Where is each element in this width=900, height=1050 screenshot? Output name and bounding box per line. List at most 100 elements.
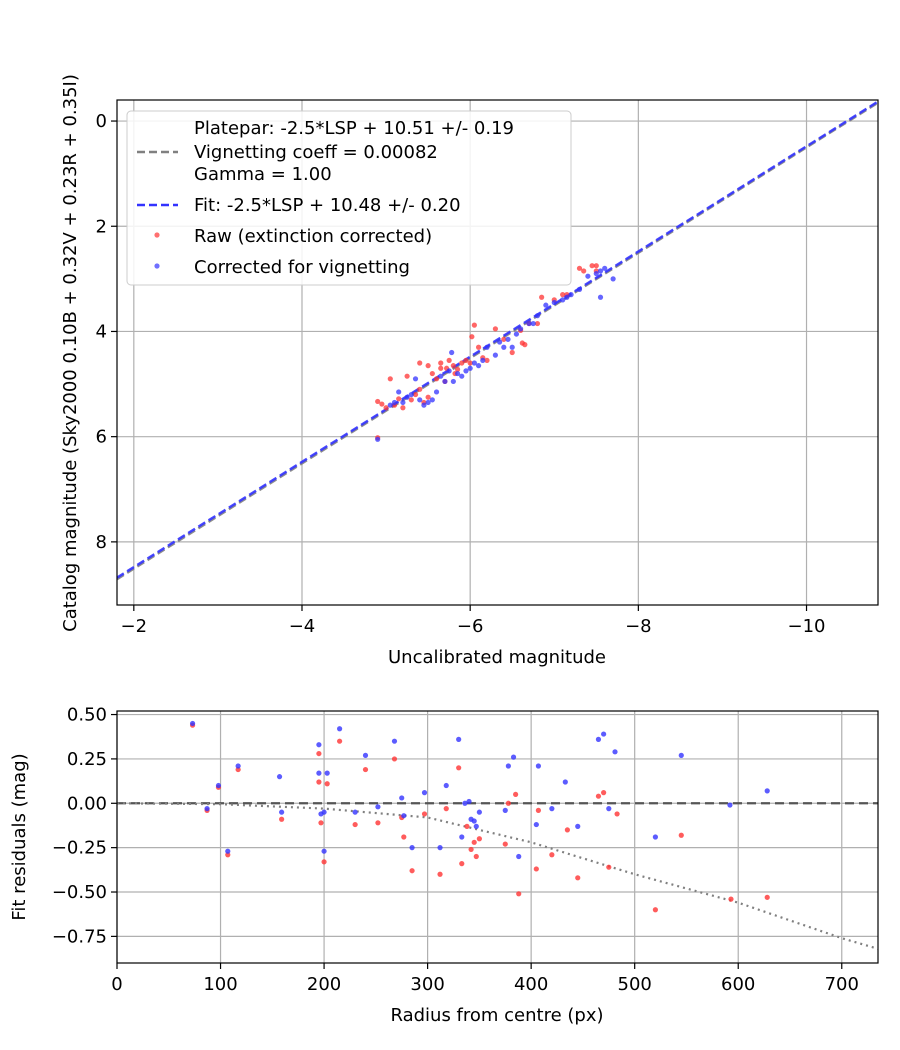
raw-point <box>539 294 545 300</box>
corrected-residual-point <box>502 807 508 813</box>
corrected-point <box>396 389 402 395</box>
corrected-residual-point <box>316 742 322 748</box>
raw-residual-point <box>401 834 407 840</box>
corrected-residual-point <box>215 782 222 789</box>
legend-platepar-label-line1: Platepar: -2.5*LSP + 10.51 +/- 0.19 <box>194 118 514 139</box>
y-tick-label: −0.75 <box>52 926 107 947</box>
top-legend: Platepar: -2.5*LSP + 10.51 +/- 0.19 Vign… <box>126 110 572 286</box>
raw-point <box>425 363 431 369</box>
corrected-residual-point <box>764 788 770 794</box>
corrected-point <box>400 399 406 406</box>
raw-point <box>400 405 406 411</box>
corrected-residual-point <box>225 848 231 854</box>
raw-residual-point <box>391 756 398 762</box>
corrected-point <box>597 294 604 300</box>
y-tick-label: 8 <box>96 532 107 553</box>
corrected-residual-point <box>533 821 539 828</box>
raw-residual-point <box>437 871 443 877</box>
y-tick-label: 0 <box>96 111 107 132</box>
corrected-residual-point <box>375 804 381 810</box>
corrected-point <box>391 399 398 406</box>
raw-residual-point <box>606 864 612 870</box>
corrected-residual-point <box>606 806 612 812</box>
bottom-plot-frame <box>116 710 879 964</box>
y-tick-label: 0.00 <box>67 793 107 814</box>
legend-raw-swatch <box>154 232 160 238</box>
top-ticks: −2 −4 −6 −8 −10 0 2 4 6 8 <box>96 111 826 637</box>
raw-point <box>438 360 444 366</box>
x-tick-label: −6 <box>457 616 484 637</box>
x-tick-label: −10 <box>788 616 826 637</box>
raw-residual-point <box>456 765 462 771</box>
corrected-residual-point <box>324 770 330 776</box>
raw-point <box>375 398 381 405</box>
corrected-residual-point <box>337 726 343 732</box>
legend-corrected-swatch <box>154 263 160 269</box>
raw-residual-point <box>464 823 470 829</box>
corrected-residual-point <box>409 845 415 851</box>
raw-residual-point <box>652 907 658 913</box>
fit-line-fit <box>116 100 879 579</box>
corrected-point <box>568 292 574 298</box>
corrected-point <box>597 268 604 274</box>
corrected-point <box>551 299 557 306</box>
raw-point <box>471 322 477 328</box>
x-tick-label: 300 <box>410 974 444 995</box>
legend-box <box>126 110 572 286</box>
y-tick-label: 2 <box>96 216 107 237</box>
legend-fit-label: Fit: -2.5*LSP + 10.48 +/- 0.20 <box>194 195 461 216</box>
corrected-point <box>480 357 486 363</box>
corrected-point <box>412 376 419 382</box>
x-tick-label: 500 <box>618 974 652 995</box>
raw-residual-point <box>728 896 734 902</box>
raw-point <box>396 396 402 402</box>
corrected-residual-point <box>595 736 602 742</box>
corrected-point <box>387 402 393 408</box>
corrected-point <box>560 297 566 303</box>
raw-point <box>522 342 528 348</box>
corrected-point <box>585 273 591 279</box>
y-tick-label: 0.50 <box>67 705 107 726</box>
corrected-residual-point <box>516 853 522 860</box>
x-tick-label: −4 <box>289 616 316 637</box>
corrected-point <box>459 373 465 379</box>
corrected-residual-point <box>443 782 449 789</box>
top-x-axis-label: Uncalibrated magnitude <box>388 647 606 668</box>
corrected-residual-point <box>421 790 428 796</box>
corrected-point <box>438 373 444 379</box>
raw-point <box>459 360 465 366</box>
y-tick-label: −0.25 <box>52 838 107 859</box>
corrected-point <box>530 320 536 327</box>
corrected-residual-point <box>321 848 327 854</box>
raw-point <box>450 363 456 369</box>
raw-point <box>581 268 587 274</box>
corrected-point <box>446 368 452 374</box>
corrected-residual-point <box>476 809 482 815</box>
raw-residual-point <box>279 816 285 822</box>
corrected-point <box>463 368 469 374</box>
corrected-residual-point <box>562 779 568 785</box>
corrected-point <box>576 286 583 292</box>
corrected-residual-point <box>235 763 241 769</box>
corrected-residual-point <box>459 834 465 840</box>
y-tick-label: 6 <box>96 427 107 448</box>
corrected-residual-point <box>279 809 285 815</box>
raw-point <box>492 326 498 332</box>
raw-residual-point <box>459 861 465 867</box>
top-plot-frame <box>116 99 879 606</box>
bottom-ticks: 0 100 200 300 400 500 600 700 0.50 0.25 0.00 −0.25 −… <box>52 705 859 995</box>
corrected-residual-point <box>473 823 479 829</box>
raw-point <box>576 265 583 271</box>
raw-residual-point <box>337 738 343 744</box>
corrected-residual-point <box>462 800 468 806</box>
corrected-point <box>421 402 427 408</box>
y-tick-label: 0.25 <box>67 749 107 770</box>
x-tick-label: 600 <box>721 974 755 995</box>
corrected-residual-point <box>276 774 283 780</box>
raw-residual-point <box>321 859 327 865</box>
corrected-point <box>593 270 599 277</box>
raw-residual-point <box>601 790 607 796</box>
raw-residual-point <box>375 820 381 826</box>
